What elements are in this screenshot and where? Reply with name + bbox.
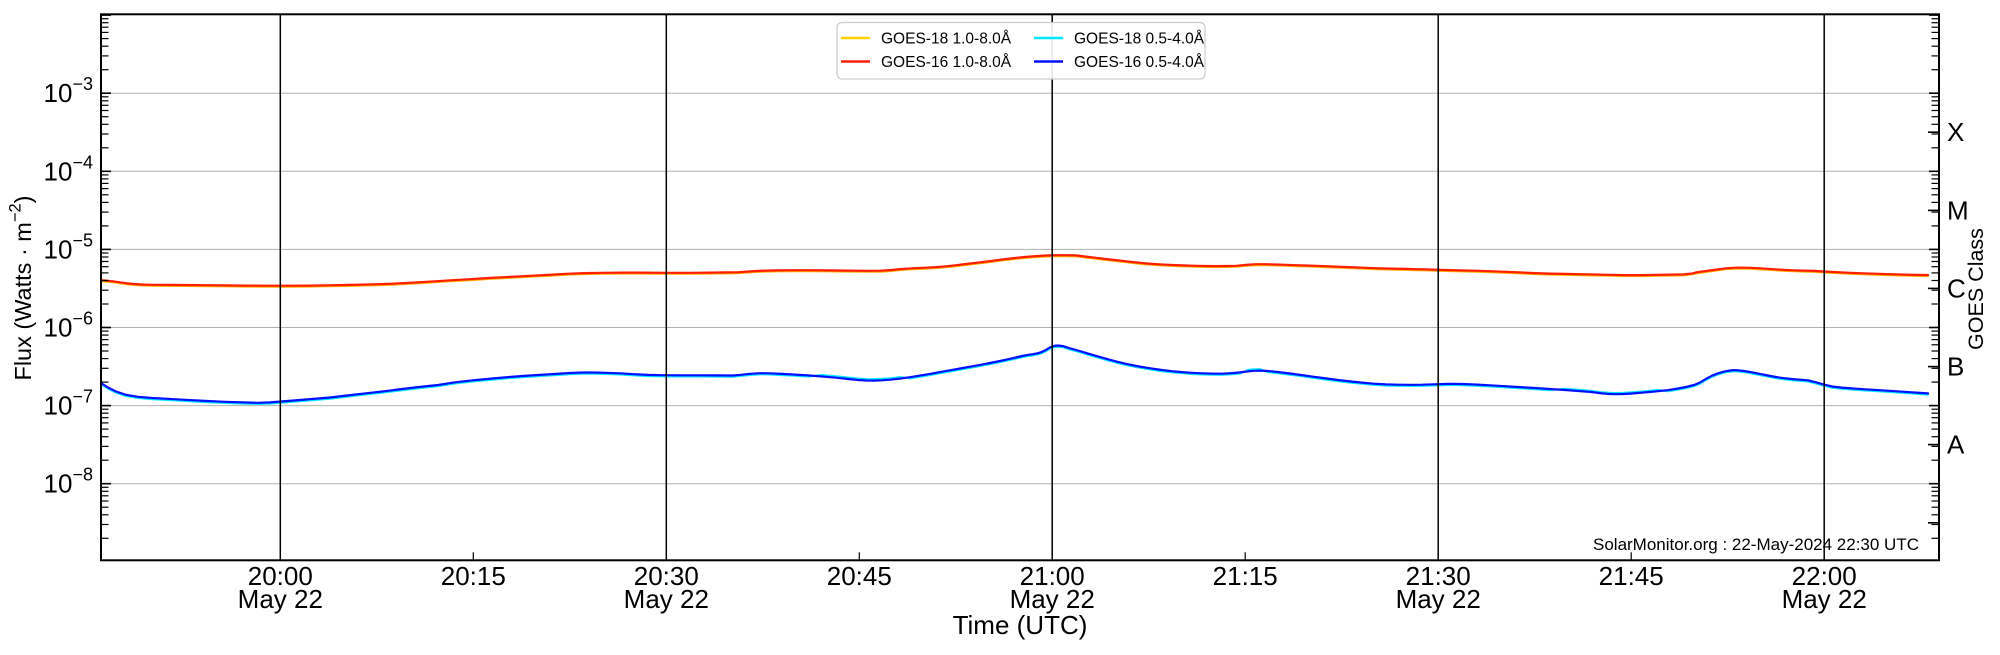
svg-text:SolarMonitor.org : 22-May-2024: SolarMonitor.org : 22-May-2024 22:30 UTC — [1593, 535, 1919, 554]
svg-text:20:15: 20:15 — [441, 561, 506, 591]
svg-text:10−5: 10−5 — [44, 230, 93, 264]
svg-text:20:00: 20:00 — [248, 561, 313, 591]
svg-text:C: C — [1947, 273, 1966, 303]
svg-text:M: M — [1947, 195, 1969, 225]
svg-text:21:45: 21:45 — [1599, 561, 1664, 591]
svg-text:GOES Class: GOES Class — [1964, 228, 1988, 350]
svg-text:GOES-18 0.5-4.0Å: GOES-18 0.5-4.0Å — [1074, 31, 1205, 48]
svg-text:May 22: May 22 — [1782, 584, 1867, 614]
svg-text:GOES-18 1.0-8.0Å: GOES-18 1.0-8.0Å — [881, 31, 1012, 48]
svg-text:GOES-16 0.5-4.0Å: GOES-16 0.5-4.0Å — [1074, 54, 1205, 71]
svg-text:21:00: 21:00 — [1020, 561, 1085, 591]
svg-text:B: B — [1947, 352, 1964, 382]
svg-text:20:30: 20:30 — [634, 561, 699, 591]
svg-text:May 22: May 22 — [1396, 584, 1481, 614]
svg-text:A: A — [1947, 430, 1965, 460]
svg-text:22:00: 22:00 — [1792, 561, 1857, 591]
svg-text:GOES-16 1.0-8.0Å: GOES-16 1.0-8.0Å — [881, 54, 1012, 71]
svg-text:X: X — [1947, 117, 1964, 147]
svg-text:May 22: May 22 — [238, 584, 323, 614]
svg-text:May 22: May 22 — [1010, 584, 1095, 614]
svg-text:Flux (Watts · m−2): Flux (Watts · m−2) — [7, 195, 37, 380]
svg-text:20:45: 20:45 — [827, 561, 892, 591]
svg-text:21:30: 21:30 — [1406, 561, 1471, 591]
svg-text:21:15: 21:15 — [1213, 561, 1278, 591]
svg-text:Time (UTC): Time (UTC) — [953, 610, 1088, 640]
svg-text:May 22: May 22 — [624, 584, 709, 614]
